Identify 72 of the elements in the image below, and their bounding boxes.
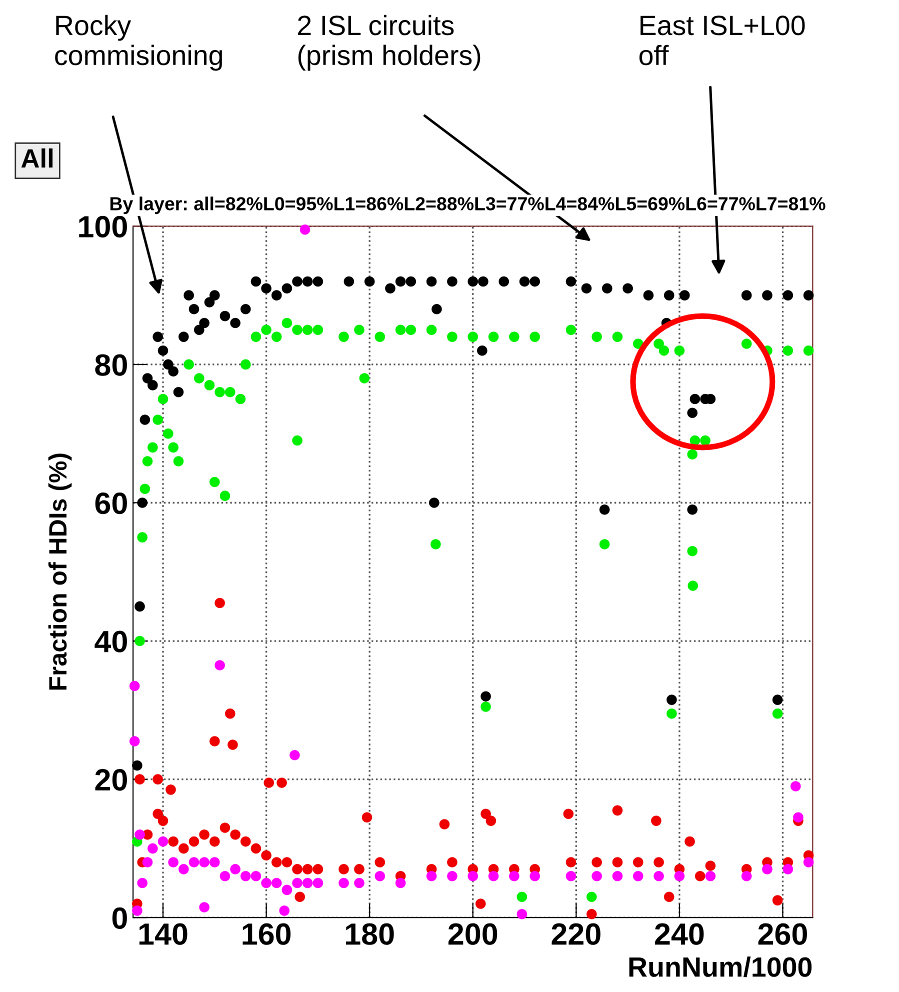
point	[199, 902, 210, 912]
point	[374, 870, 386, 882]
point	[790, 781, 801, 792]
point	[803, 857, 814, 868]
y-tick-label: 20	[95, 769, 127, 791]
point	[338, 878, 349, 888]
point	[674, 870, 685, 882]
point	[654, 870, 664, 882]
point	[158, 836, 168, 847]
y-tick-label: 100	[79, 216, 127, 238]
point	[509, 870, 520, 882]
point	[199, 857, 210, 868]
point	[426, 870, 437, 882]
point	[134, 829, 145, 840]
text: By layer: all=82%L0=95%L1=86%L2=88%L3=77%L4=84%L5=69%L6=77%L7=81%	[110, 196, 826, 214]
y-tick-label: 0	[112, 907, 127, 929]
point	[302, 878, 313, 888]
point	[230, 864, 240, 874]
point	[793, 812, 804, 822]
point	[132, 906, 142, 916]
point	[312, 878, 324, 888]
point	[612, 870, 623, 882]
text: Rocky commisioning	[55, 14, 222, 71]
point	[240, 870, 251, 882]
point	[188, 857, 200, 868]
x-tick-label: 220	[552, 923, 600, 945]
y-tick-label: 80	[95, 354, 127, 376]
point	[447, 870, 458, 882]
point	[271, 878, 282, 888]
x-tick-label: 180	[346, 923, 394, 945]
point	[210, 857, 220, 868]
y-tick-label: 60	[95, 492, 127, 514]
point	[592, 870, 602, 882]
point	[282, 884, 292, 896]
point	[279, 906, 290, 916]
x-axis-title: RunNum/1000	[629, 956, 812, 978]
point	[129, 680, 140, 692]
point	[137, 878, 148, 888]
text: East ISL+L00 off	[639, 16, 805, 66]
point	[148, 843, 158, 854]
point	[214, 660, 225, 670]
point	[300, 224, 310, 235]
point	[292, 878, 302, 888]
point	[705, 870, 716, 882]
point	[142, 857, 153, 868]
point	[530, 870, 540, 882]
point	[762, 864, 772, 874]
point	[129, 736, 140, 746]
point	[168, 857, 178, 868]
point	[782, 864, 794, 874]
point	[395, 878, 406, 888]
text: All	[21, 148, 53, 168]
point	[468, 870, 478, 882]
point	[516, 908, 528, 920]
point	[178, 864, 189, 874]
point	[488, 870, 499, 882]
x-tick-label: 240	[655, 923, 704, 945]
point	[261, 878, 272, 888]
point	[632, 870, 644, 882]
point	[566, 870, 576, 882]
x-tick-label: 160	[242, 923, 291, 945]
y-tick-label: 40	[94, 630, 127, 652]
point	[220, 870, 230, 882]
y-axis-title: Fraction of HDIs (%)	[48, 454, 72, 690]
x-tick-label: 140	[139, 923, 188, 945]
text: 2 ISL circuits (prism holders)	[298, 14, 480, 71]
x-tick-label: 260	[758, 923, 807, 945]
point	[250, 870, 262, 882]
point	[741, 870, 752, 882]
point	[290, 750, 300, 760]
x-tick-label: 200	[448, 923, 498, 945]
point	[354, 878, 364, 888]
